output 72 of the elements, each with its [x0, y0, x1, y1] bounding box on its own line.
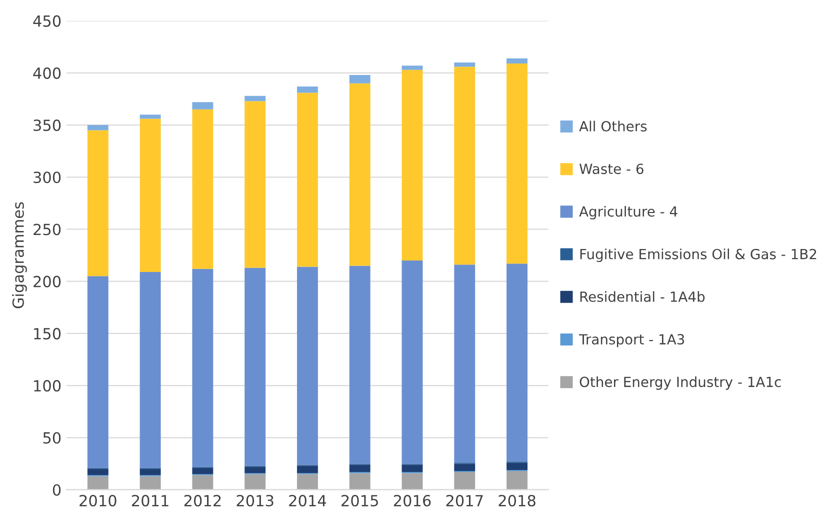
bar: [140, 476, 161, 490]
bar: [192, 268, 214, 467]
bar: [506, 264, 528, 462]
x-tick-label: 2014: [289, 494, 326, 506]
y-tick-label: 450: [33, 15, 61, 27]
bar: [87, 476, 108, 490]
bar: [349, 83, 370, 266]
y-tick-label: 100: [34, 380, 61, 392]
bar: [349, 266, 370, 464]
x-tick-label: 2016: [394, 494, 431, 506]
bar: [296, 474, 318, 490]
bar: [87, 468, 108, 476]
y-tick-label: 400: [33, 67, 61, 79]
bar: [244, 466, 266, 474]
x-tick-label: 2012: [184, 494, 221, 506]
legend-label: Other Energy Industry - 1A1c: [580, 376, 781, 390]
y-tick-label: 250: [34, 224, 61, 236]
bar: [296, 86, 318, 93]
bar: [349, 473, 370, 490]
bar: [506, 58, 528, 64]
y-tick-label: 300: [34, 172, 61, 184]
bar: [506, 64, 528, 264]
bar: [140, 114, 161, 119]
bar: [402, 70, 423, 260]
bar: [192, 102, 214, 110]
y-tick-label: 0: [52, 484, 61, 496]
y-tick-label: 350: [34, 120, 61, 132]
y-tick-label: 50: [43, 432, 61, 444]
bar: [296, 466, 318, 474]
bar: [244, 96, 266, 102]
bar: [244, 101, 266, 268]
bar: [349, 75, 370, 84]
bar: [140, 118, 161, 272]
legend-label: Fugitive Emissions Oil & Gas - 1B2: [580, 248, 816, 262]
legend-label: Transport - 1A3: [578, 334, 684, 348]
bar: [244, 474, 266, 490]
y-tick-label: 200: [34, 276, 61, 288]
x-tick-label: 2018: [498, 494, 536, 506]
bar: [296, 266, 318, 465]
bar: [349, 464, 370, 472]
bar: [244, 268, 266, 466]
bar: [402, 260, 423, 464]
bar: [402, 464, 423, 472]
bar: [402, 66, 423, 70]
legend-label: All Others: [579, 120, 647, 132]
bar: [140, 468, 161, 476]
y-tick-label: 150: [34, 328, 61, 340]
bar: [192, 468, 214, 474]
bar: [140, 272, 161, 468]
legend-label: Waste - 6: [579, 164, 644, 174]
bar: [402, 473, 423, 490]
bar: [296, 92, 318, 267]
x-tick-label: 2017: [446, 494, 483, 506]
bar: [454, 464, 476, 471]
x-tick-label: 2013: [236, 494, 274, 506]
bar: [87, 276, 108, 468]
bar: [192, 109, 214, 269]
legend-label: Residential - 1A4b: [580, 291, 705, 302]
bar: [454, 472, 476, 490]
bar: [454, 66, 476, 265]
bar: [506, 462, 528, 470]
bar: [192, 475, 214, 490]
legend-label: Agriculture - 4: [579, 206, 678, 220]
x-tick-label: 2010: [80, 494, 116, 506]
bar: [87, 130, 108, 276]
bar: [87, 125, 108, 130]
x-tick-label: 2011: [132, 494, 168, 506]
y-axis-title: Gigagrammes: [12, 202, 27, 308]
bar: [454, 62, 476, 67]
x-tick-label: 2015: [342, 494, 378, 506]
bar: [506, 470, 528, 490]
bar: [454, 264, 476, 463]
